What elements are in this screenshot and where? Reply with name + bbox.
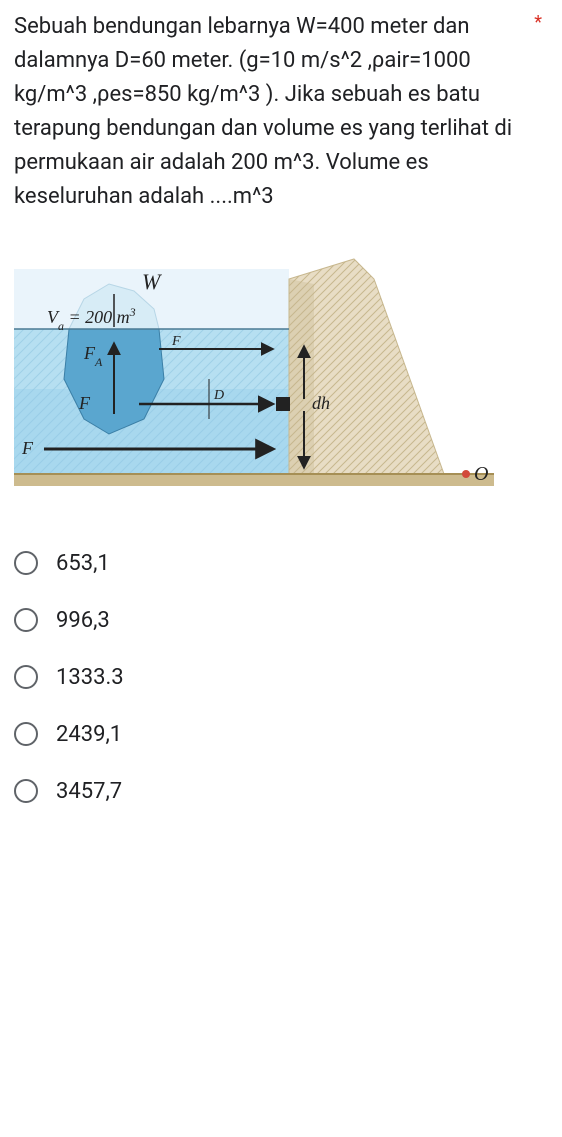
- question-container: * Sebuah bendungan lebarnya W=400 meter …: [14, 10, 548, 820]
- radio-icon: [14, 665, 38, 689]
- radio-icon: [14, 551, 38, 575]
- svg-text:dh: dh: [312, 393, 330, 413]
- option-row[interactable]: 653,1: [14, 535, 548, 592]
- option-label: 2439,1: [56, 722, 122, 747]
- option-row[interactable]: 2439,1: [14, 706, 548, 763]
- radio-icon: [14, 779, 38, 803]
- option-label: 996,3: [56, 608, 110, 633]
- radio-icon: [14, 722, 38, 746]
- option-row[interactable]: 3457,7: [14, 763, 548, 820]
- svg-text:O: O: [474, 463, 488, 485]
- radio-icon: [14, 608, 38, 632]
- svg-text:F: F: [21, 438, 34, 458]
- option-label: 653,1: [56, 551, 110, 576]
- option-label: 3457,7: [56, 779, 122, 804]
- options-group: 653,1 996,3 1333.3 2439,1 3457,7: [14, 535, 548, 820]
- dam-svg: WVa = 200 m3FAFFFDdhO: [14, 249, 494, 509]
- svg-text:D: D: [213, 388, 224, 403]
- question-text: Sebuah bendungan lebarnya W=400 meter da…: [14, 10, 548, 215]
- svg-text:F: F: [78, 393, 91, 413]
- required-indicator: *: [534, 12, 542, 33]
- svg-text:W: W: [142, 269, 162, 294]
- svg-text:F: F: [171, 334, 181, 349]
- option-row[interactable]: 1333.3: [14, 649, 548, 706]
- dam-diagram: WVa = 200 m3FAFFFDdhO: [14, 249, 494, 509]
- option-label: 1333.3: [56, 665, 124, 690]
- option-row[interactable]: 996,3: [14, 592, 548, 649]
